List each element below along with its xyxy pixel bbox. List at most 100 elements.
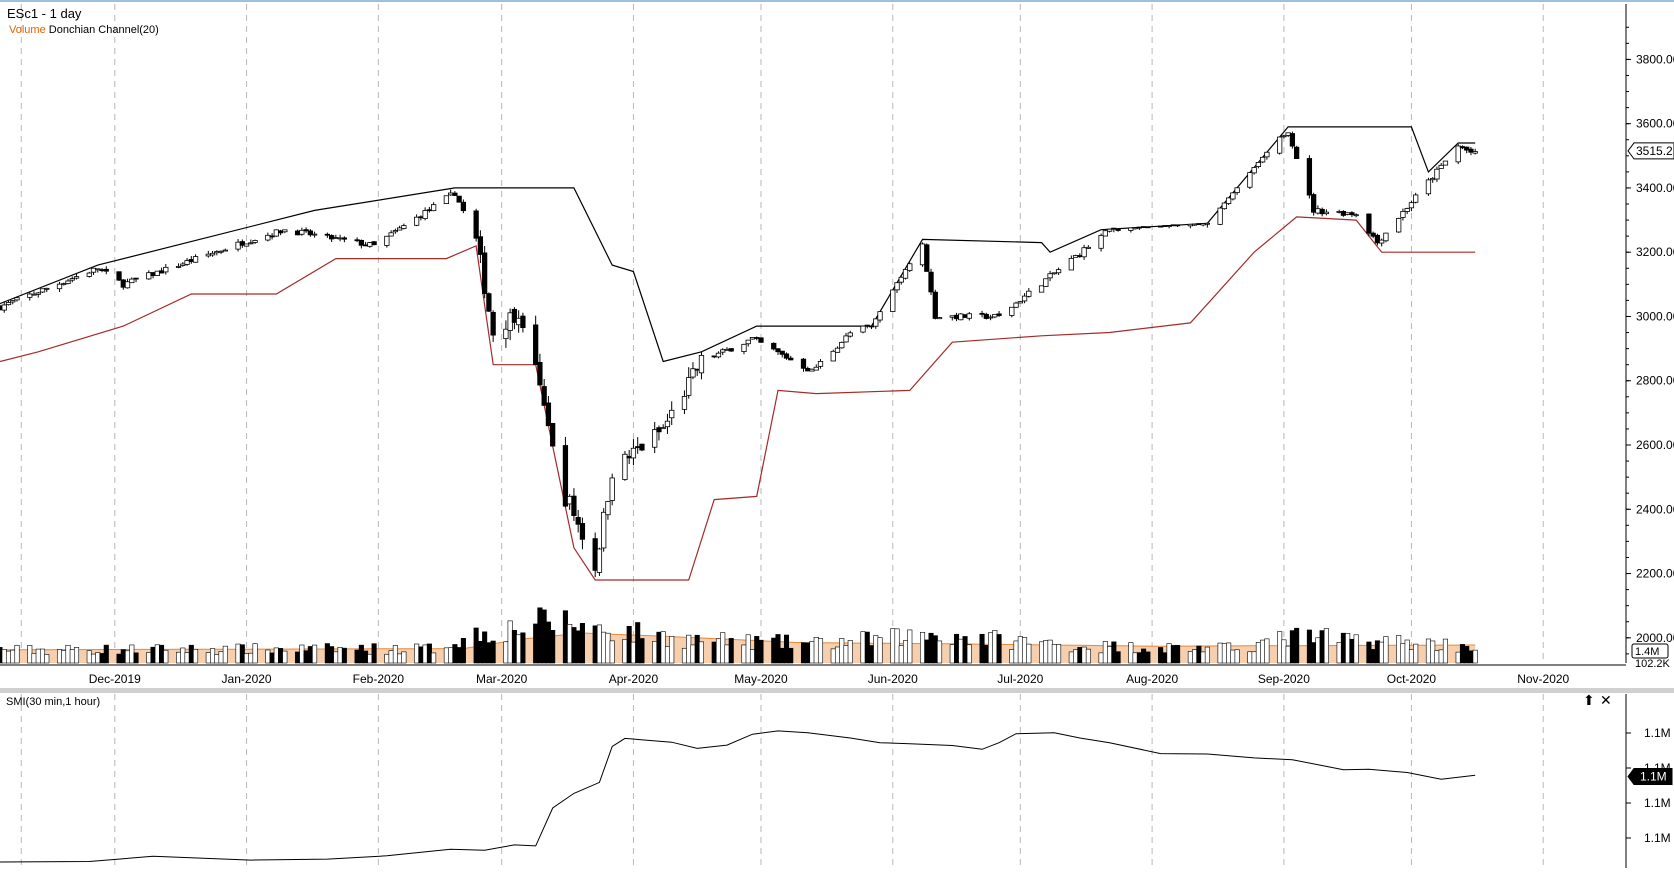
volume-bar xyxy=(839,638,845,664)
candle xyxy=(1098,235,1104,249)
candle xyxy=(541,386,547,406)
volume-bar xyxy=(877,637,883,664)
volume-bar xyxy=(894,628,900,664)
candle xyxy=(90,267,97,273)
volume-bar xyxy=(567,623,573,664)
candle xyxy=(154,270,160,276)
candle xyxy=(358,239,364,246)
candle xyxy=(1311,194,1317,213)
close-pane-icon[interactable]: ✕ xyxy=(1600,692,1612,708)
volume-bar xyxy=(937,640,943,664)
volume-bar xyxy=(86,650,92,664)
volume-bar xyxy=(749,649,756,664)
candle xyxy=(656,427,662,433)
smi-line xyxy=(0,730,1476,863)
indicator-legend: Volume Donchian Channel(20) xyxy=(9,24,159,36)
volume-bar xyxy=(27,645,33,664)
volume-bar xyxy=(99,653,105,664)
candle xyxy=(443,195,450,204)
candle xyxy=(771,342,777,350)
candle xyxy=(932,291,938,319)
candle xyxy=(1051,272,1057,275)
candle xyxy=(609,477,615,501)
candle xyxy=(273,229,279,237)
volume-bar xyxy=(1396,635,1402,664)
volume-bar xyxy=(694,634,700,664)
candle xyxy=(27,293,33,298)
volume-bar xyxy=(401,651,407,664)
volume-bar xyxy=(1281,639,1287,664)
volume-bar xyxy=(1255,642,1261,664)
candle xyxy=(839,341,845,349)
candle xyxy=(550,423,556,447)
candle xyxy=(805,367,811,372)
candle xyxy=(1260,156,1266,163)
candle xyxy=(1425,179,1432,195)
volume-bar xyxy=(1442,638,1448,664)
candle xyxy=(1353,214,1359,217)
volume-bar xyxy=(809,641,815,664)
candle xyxy=(103,268,109,272)
candle xyxy=(1132,227,1138,230)
candle xyxy=(949,315,955,318)
candle xyxy=(1047,273,1053,279)
candle xyxy=(269,235,275,238)
volume-bar xyxy=(269,652,275,664)
candle xyxy=(362,244,369,247)
maximize-pane-icon[interactable]: ⬆ xyxy=(1583,692,1595,708)
volume-bar xyxy=(1434,650,1440,664)
pane-divider[interactable] xyxy=(0,688,1674,693)
volume-bar xyxy=(783,634,790,664)
candle xyxy=(1009,306,1015,316)
volume-bar xyxy=(1379,641,1385,664)
volume-bar xyxy=(367,653,373,664)
candle xyxy=(44,287,50,290)
x-tick-label: Oct-2020 xyxy=(1387,672,1437,686)
volume-bar xyxy=(184,652,190,664)
candle xyxy=(158,270,165,274)
volume-bar xyxy=(771,637,777,664)
candle xyxy=(1145,226,1151,229)
candle xyxy=(630,447,637,459)
candle xyxy=(1106,228,1113,232)
candle xyxy=(1370,232,1376,237)
volume-legend-label[interactable]: Volume xyxy=(9,24,46,36)
volume-bar xyxy=(477,640,483,664)
volume-bar xyxy=(14,644,20,664)
candle xyxy=(184,260,190,265)
candle xyxy=(987,316,994,319)
candle xyxy=(783,353,790,359)
candle xyxy=(745,339,751,345)
donchian-legend-label[interactable]: Donchian Channel(20) xyxy=(48,24,159,36)
candle xyxy=(1434,168,1440,180)
candle xyxy=(150,272,156,276)
volume-bar xyxy=(996,634,1002,664)
volume-bar xyxy=(222,645,228,664)
volume-bar xyxy=(1438,649,1444,664)
volume-bar xyxy=(537,607,543,664)
candle xyxy=(507,312,513,331)
candle xyxy=(65,280,71,284)
volume-bar xyxy=(830,648,836,664)
candle xyxy=(575,516,581,525)
candle xyxy=(39,288,46,293)
candle xyxy=(146,272,152,280)
candle xyxy=(99,269,105,272)
candle xyxy=(592,538,598,571)
candle xyxy=(1115,229,1121,231)
candle xyxy=(175,266,182,268)
candle xyxy=(834,347,841,353)
volume-bar xyxy=(35,648,41,664)
x-tick-label: Jun-2020 xyxy=(868,672,918,686)
volume-bar xyxy=(1085,648,1091,664)
candle xyxy=(1349,212,1355,216)
volume-bar xyxy=(834,646,841,664)
volume-bar xyxy=(456,647,462,664)
volume-bar xyxy=(460,638,466,664)
volume-bar xyxy=(486,642,492,664)
candle xyxy=(936,317,943,320)
smi-tick-label: 1.1M xyxy=(1644,796,1671,810)
candle xyxy=(328,235,335,240)
